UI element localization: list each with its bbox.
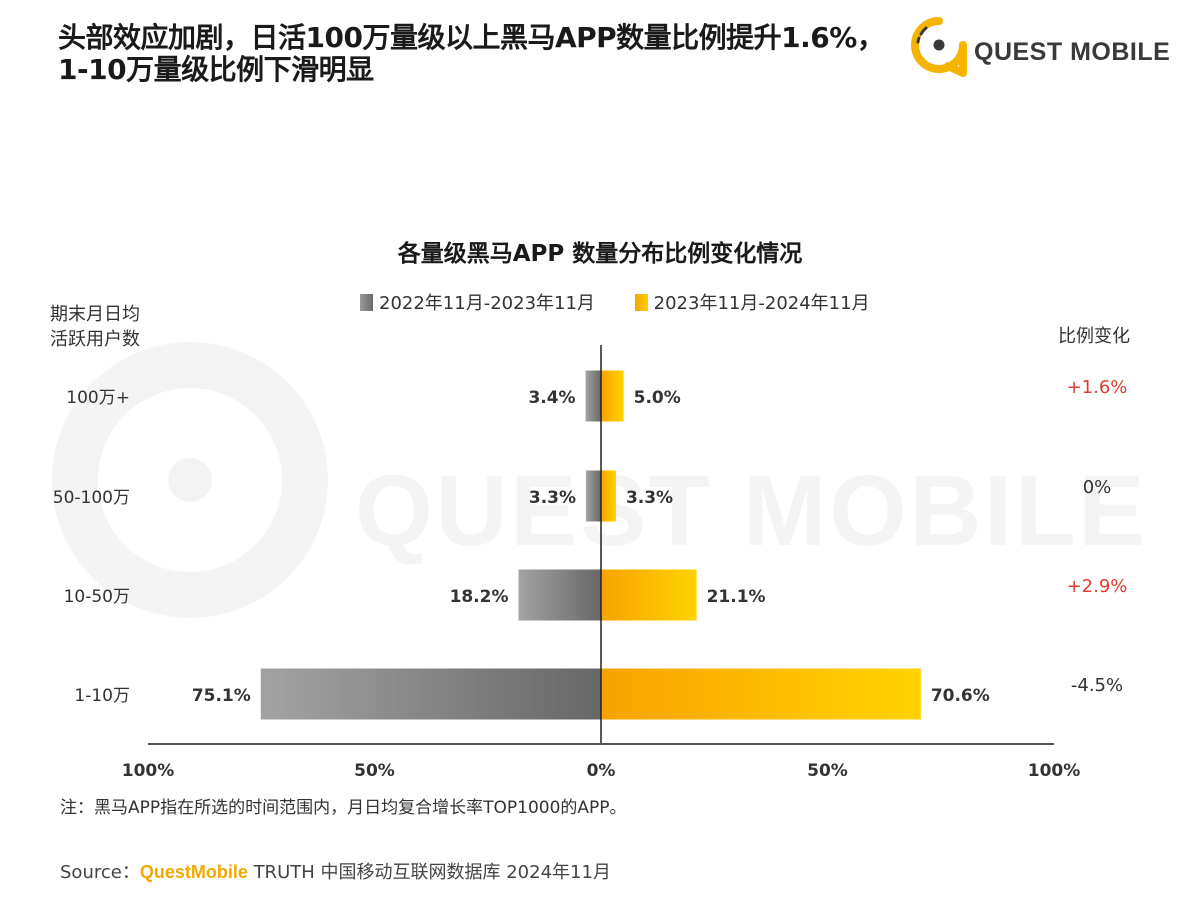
bar-series-2 <box>601 668 921 720</box>
chart-legend: 2022年11月-2023年11月 2023年11月-2024年11月 <box>360 289 904 315</box>
category-label: 1-10万 <box>74 686 130 706</box>
data-label-series-2: 21.1% <box>707 587 766 607</box>
chart-title: 各量级黑马APP 数量分布比例变化情况 <box>397 241 803 267</box>
data-label-series-2: 70.6% <box>931 686 990 706</box>
headline-line-1: 头部效应加剧，日活100万量级以上黑马APP数量比例提升1.6%， <box>58 21 885 54</box>
y-axis-title-line-2: 活跃用户数 <box>50 329 140 350</box>
x-tick-label: 100% <box>122 761 175 781</box>
x-tick-label: 0% <box>587 761 616 781</box>
bar-series-2 <box>601 370 624 422</box>
x-tick-label: 50% <box>354 761 395 781</box>
category-label: 50-100万 <box>53 488 130 508</box>
data-label-series-2: 3.3% <box>626 488 673 508</box>
legend-label-series-1: 2022年11月-2023年11月 <box>379 293 595 314</box>
source-line: Source：QuestMobile TRUTH 中国移动互联网数据库 2024… <box>60 858 611 884</box>
bar-series-2 <box>601 569 697 621</box>
quest-mobile-logo: QUEST MOBILE <box>908 16 1170 86</box>
headline-line-2: 1-10万量级比例下滑明显 <box>58 53 374 86</box>
legend-swatch-series-2 <box>634 294 648 311</box>
data-label-series-1: 3.4% <box>528 388 575 408</box>
bar-series-1 <box>260 668 601 720</box>
change-value: 0% <box>1083 477 1112 498</box>
category-label: 100万+ <box>66 388 130 408</box>
bar-series-1 <box>585 370 601 422</box>
change-value: +2.9% <box>1067 576 1128 597</box>
page-headline: 头部效应加剧，日活100万量级以上黑马APP数量比例提升1.6%， 1-10万量… <box>58 21 885 86</box>
x-tick-label: 50% <box>807 761 848 781</box>
data-label-series-1: 18.2% <box>450 587 509 607</box>
legend-item-series-2: 2023年11月-2024年11月 <box>634 289 870 315</box>
change-column-header: 比例变化 <box>1058 326 1130 347</box>
logo-text: QUEST MOBILE <box>974 38 1171 66</box>
source-brand: QuestMobile <box>139 862 248 882</box>
logo-mark-icon <box>911 17 967 77</box>
legend-item-series-1: 2022年11月-2023年11月 <box>360 289 595 315</box>
data-label-series-2: 5.0% <box>634 388 681 408</box>
footnote: 注：黑马APP指在所选的时间范围内，月日均复合增长率TOP1000的APP。 <box>60 798 627 818</box>
legend-label-series-2: 2023年11月-2024年11月 <box>653 293 870 314</box>
legend-swatch-series-1 <box>360 294 373 311</box>
x-tick-label: 100% <box>1028 761 1081 781</box>
y-axis-title: 期末月日均 活跃用户数 <box>50 302 140 352</box>
bar-series-1 <box>586 470 601 522</box>
data-label-series-1: 75.1% <box>192 686 251 706</box>
category-label: 10-50万 <box>64 587 130 607</box>
bar-series-2 <box>601 470 616 522</box>
data-label-series-1: 3.3% <box>529 488 576 508</box>
change-value: +1.6% <box>1067 377 1128 398</box>
source-prefix: Source： <box>60 862 140 883</box>
change-value: -4.5% <box>1071 675 1123 696</box>
y-axis-title-line-1: 期末月日均 <box>50 304 140 325</box>
bar-series-1 <box>518 569 601 621</box>
source-rest: TRUTH 中国移动互联网数据库 2024年11月 <box>247 862 611 883</box>
